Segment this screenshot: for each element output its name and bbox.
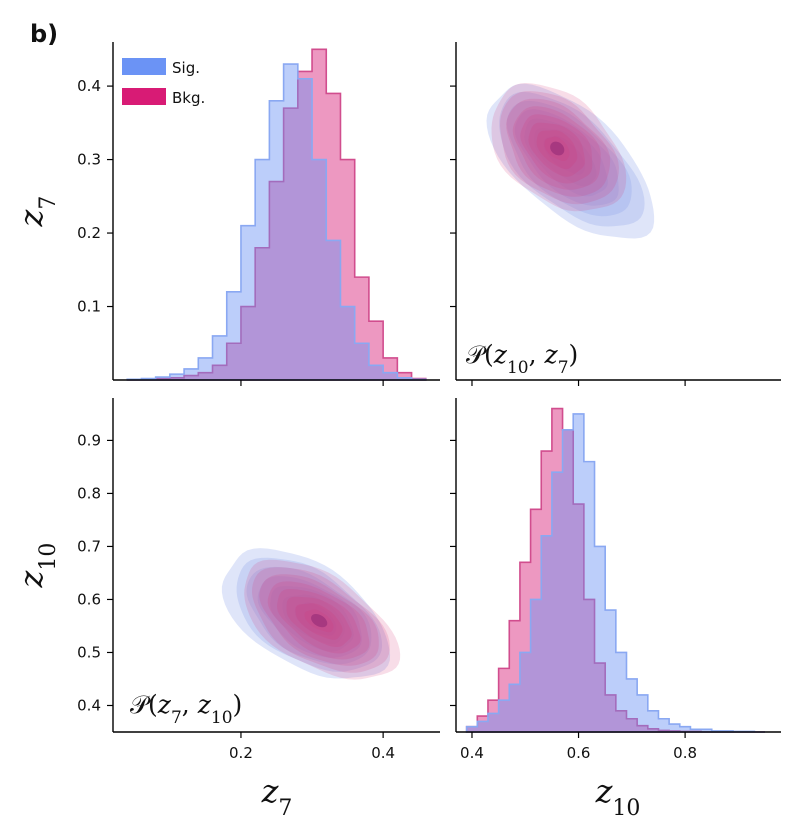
xlabel-z7: z7 xyxy=(261,772,293,821)
annotation-p-z10-z7-source: P(z10, z7) xyxy=(466,340,592,369)
contour-bkg-level xyxy=(304,609,334,633)
contour-bkg-level xyxy=(536,130,578,170)
legend-swatch-bkg xyxy=(122,88,166,105)
y-tick-label: 0.8 xyxy=(77,484,101,502)
contour-sig-level xyxy=(221,548,391,679)
contour-bkg-level xyxy=(277,589,361,654)
panel-contour-z10-z7 xyxy=(450,42,781,386)
contour-bkg-level xyxy=(520,114,593,184)
legend-swatch-sig xyxy=(122,58,166,75)
contour-sig-level xyxy=(543,135,586,175)
contour-sig-level xyxy=(307,611,329,628)
y-tick-label: 0.4 xyxy=(77,77,101,95)
x-tick-label: 0.4 xyxy=(460,744,484,762)
contour-sig-level xyxy=(246,566,372,665)
contour-bkg-level xyxy=(267,581,370,660)
y-tick-label: 0.3 xyxy=(77,151,101,169)
x-tick-label: 0.4 xyxy=(371,744,395,762)
legend-label-bkg: Bkg. xyxy=(172,89,205,107)
contour-sig-level xyxy=(270,586,354,652)
contour-bkg-level xyxy=(286,596,352,647)
contour-core xyxy=(550,141,565,156)
contour-sig-level xyxy=(506,100,632,217)
panel-hist-z10: 0.4 0.6 0.8 xyxy=(450,398,781,762)
annotation-p-z10-z7: 𝒫(z10, z7) xyxy=(466,340,578,378)
xlabel-z10: z10 xyxy=(595,772,641,821)
hist-bkg-z7 xyxy=(127,48,427,381)
contour-sig-level xyxy=(282,594,345,645)
figure-label: b) xyxy=(30,20,58,48)
contour-bkg-level xyxy=(500,91,619,205)
contour-bkg-level xyxy=(544,136,570,161)
x-tick-label: 0.8 xyxy=(673,744,697,762)
contour-sig-level xyxy=(236,557,383,672)
y-tick-label: 0.2 xyxy=(77,224,101,242)
contour-bkg-level xyxy=(528,122,585,177)
panel-contour-z7-z10: 0.2 0.4 0.4 0.5 0.6 0.7 0.8 0.9 xyxy=(77,398,440,762)
contour-sig-level xyxy=(294,602,337,636)
ylabel-z10: z10 xyxy=(12,543,61,589)
panel-hist-z7: 0.1 0.2 0.3 0.4 xyxy=(77,42,440,386)
contour-bkg-level xyxy=(295,603,343,640)
y-tick-label: 0.6 xyxy=(77,590,101,608)
contour-sig-level xyxy=(524,118,608,197)
hist-sig-z7 xyxy=(126,63,427,381)
y-tick-label: 0.9 xyxy=(77,431,101,449)
contour-sig-level xyxy=(257,576,362,658)
annotation-p-z7-z10-source: P(z7, z10) xyxy=(130,690,256,719)
y-tick-label: 0.4 xyxy=(77,696,101,714)
contour-bkg-level xyxy=(244,559,401,680)
y-tick-label: 0.1 xyxy=(77,298,101,316)
contour-bkg-level xyxy=(506,98,611,197)
legend: Sig. Bkg. xyxy=(122,58,205,107)
contour-sig-level xyxy=(499,91,645,227)
contour-bkg-level xyxy=(512,106,601,190)
contour-sig-level xyxy=(486,83,655,239)
hist-sig-z10 xyxy=(465,413,766,733)
ylabel-z7: z7 xyxy=(12,196,61,228)
contour-bkg-level xyxy=(252,567,390,673)
contour-core xyxy=(311,614,328,628)
y-tick-label: 0.7 xyxy=(77,537,101,555)
y-tick-label: 0.5 xyxy=(77,643,101,661)
x-tick-label: 0.6 xyxy=(567,744,591,762)
contour-bkg-level xyxy=(259,574,379,666)
contour-bkg-level xyxy=(491,83,627,212)
x-tick-label: 0.2 xyxy=(229,744,253,762)
contour-sig-level xyxy=(534,128,597,187)
contour-sig-level xyxy=(553,143,575,163)
contour-sig-level xyxy=(514,109,619,206)
annotation-p-z7-z10: 𝒫(z7, z10) xyxy=(130,690,242,728)
legend-label-sig: Sig. xyxy=(172,59,200,77)
